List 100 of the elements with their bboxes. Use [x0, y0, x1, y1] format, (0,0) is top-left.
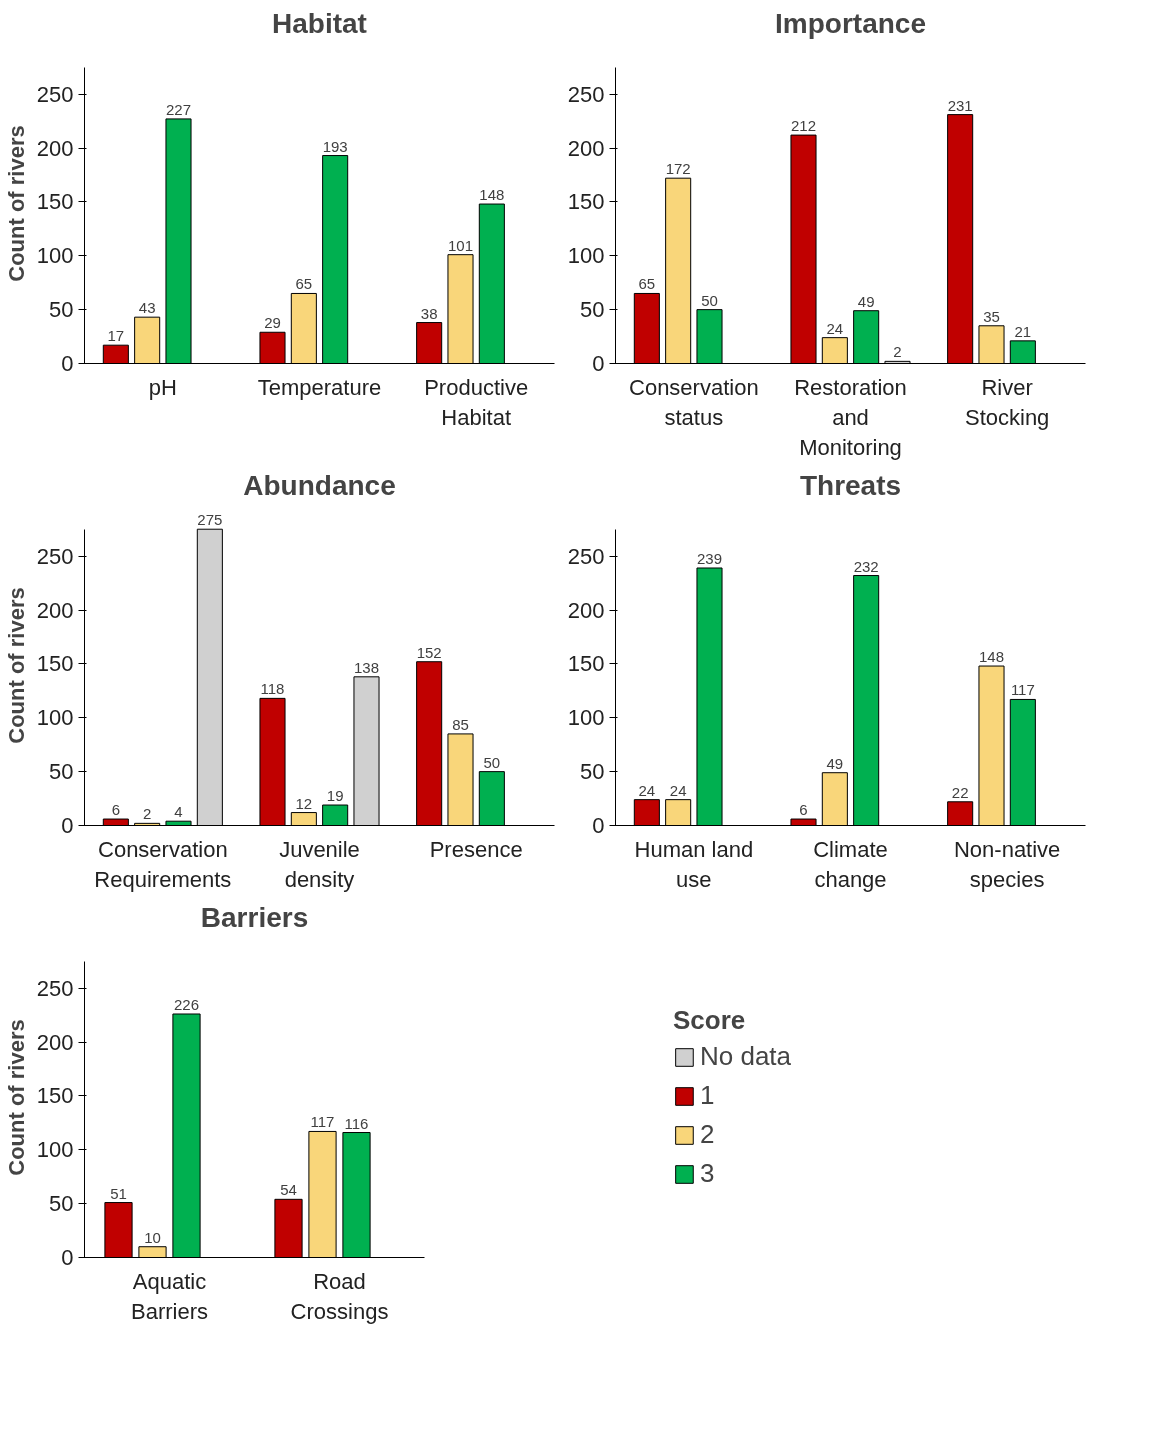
data-label: 24 — [638, 781, 656, 799]
y-tick-label: 250 — [36, 543, 74, 569]
y-tick-label: 50 — [49, 759, 74, 785]
data-label: 152 — [416, 643, 442, 661]
x-tick-label: Conservation status — [629, 374, 759, 430]
chart-title: Habitat — [272, 7, 367, 39]
data-label: 35 — [983, 307, 1000, 325]
y-tick-label: 100 — [567, 243, 605, 269]
x-tick-label: Aquatic Barriers — [130, 1268, 209, 1324]
data-label: 6 — [111, 801, 121, 819]
chart-title: Importance — [775, 7, 926, 39]
x-tick-label: Road Crossings — [290, 1268, 389, 1324]
legend-label: 3 — [699, 1158, 716, 1189]
data-label: 49 — [857, 292, 875, 310]
y-tick-label: 250 — [36, 975, 74, 1001]
y-tick-label: 150 — [36, 189, 74, 215]
y-tick-label: 250 — [567, 543, 605, 569]
chart-title: Abundance — [243, 469, 396, 501]
data-label: 227 — [165, 100, 192, 118]
data-label: 85 — [452, 715, 469, 733]
y-tick-label: 0 — [592, 813, 605, 838]
y-tick-label: 150 — [36, 651, 74, 677]
y-tick-label: 100 — [567, 705, 605, 731]
data-label: 10 — [144, 1228, 161, 1246]
y-axis-title: Count of rivers — [3, 125, 29, 282]
data-label: 231 — [947, 96, 973, 114]
data-label: 49 — [826, 754, 844, 772]
data-label: 212 — [790, 117, 817, 135]
data-label: 239 — [696, 549, 723, 567]
data-label: 22 — [951, 783, 969, 801]
data-label: 43 — [138, 299, 156, 317]
data-label: 118 — [260, 680, 285, 698]
data-label: 232 — [853, 557, 879, 575]
y-tick-label: 200 — [36, 1029, 74, 1055]
data-label: 65 — [295, 275, 313, 293]
y-tick-label: 0 — [61, 351, 74, 376]
y-tick-label: 150 — [567, 651, 605, 677]
legend-title: Score — [672, 1005, 747, 1036]
y-tick-label: 50 — [49, 297, 74, 323]
data-label: 148 — [479, 186, 505, 204]
data-label: 50 — [701, 291, 718, 309]
y-tick-label: 100 — [36, 243, 74, 269]
data-label: 38 — [420, 304, 438, 322]
data-label: 29 — [264, 314, 281, 332]
y-tick-label: 100 — [36, 1137, 74, 1163]
x-tick-label: Productive Habitat — [424, 374, 529, 430]
y-axis-title: Count of rivers — [3, 587, 29, 744]
data-label: 19 — [326, 787, 344, 805]
y-axis-title: Count of rivers — [3, 1019, 29, 1176]
data-label: 275 — [197, 511, 223, 529]
data-label: 24 — [826, 319, 844, 337]
y-tick-label: 0 — [61, 1245, 74, 1270]
y-tick-label: 200 — [36, 597, 74, 623]
chart-title: Barriers — [200, 901, 309, 933]
y-tick-label: 150 — [567, 189, 605, 215]
data-label: 116 — [344, 1114, 369, 1132]
x-tick-label: Climate change — [813, 836, 888, 892]
x-tick-label: Presence — [429, 836, 523, 862]
data-label: 193 — [322, 137, 348, 155]
y-tick-label: 150 — [36, 1083, 74, 1109]
x-tick-label: Human land use — [634, 836, 754, 892]
data-label: 65 — [638, 275, 656, 293]
x-tick-label: Non-native species — [953, 836, 1061, 892]
y-tick-label: 200 — [36, 135, 74, 161]
data-label: 4 — [174, 803, 183, 821]
data-label: 54 — [280, 1181, 297, 1199]
y-tick-label: 100 — [36, 705, 74, 731]
y-tick-label: 250 — [36, 81, 74, 107]
data-label: 172 — [665, 160, 691, 178]
data-label: 51 — [110, 1184, 127, 1202]
x-tick-label: Temperature — [257, 374, 382, 400]
x-tick-label: Restoration and Monitoring — [794, 374, 907, 460]
legend-label: No data — [699, 1041, 792, 1072]
data-label: 117 — [310, 1113, 335, 1131]
y-tick-label: 200 — [567, 597, 605, 623]
y-tick-label: 0 — [592, 351, 605, 376]
data-label: 2 — [143, 805, 152, 823]
data-label: 117 — [1010, 681, 1035, 699]
chart-title: Threats — [799, 469, 902, 501]
y-tick-label: 0 — [61, 813, 74, 838]
legend-label: 2 — [699, 1119, 716, 1150]
data-label: 138 — [353, 658, 380, 676]
y-tick-label: 50 — [580, 759, 605, 785]
data-label: 101 — [447, 236, 474, 254]
data-label: 50 — [483, 753, 501, 771]
legend-label: 1 — [699, 1080, 716, 1111]
data-label: 17 — [107, 327, 125, 345]
y-tick-label: 50 — [49, 1191, 74, 1217]
x-tick-label: Conservation Requirements — [94, 836, 232, 892]
data-label: 2 — [893, 343, 902, 361]
y-tick-label: 200 — [567, 135, 605, 161]
x-tick-label: Juvenile density — [279, 836, 360, 892]
x-tick-label: pH — [148, 374, 177, 400]
data-label: 21 — [1014, 322, 1032, 340]
y-tick-label: 50 — [580, 297, 605, 323]
data-label: 148 — [978, 648, 1005, 666]
data-label: 24 — [669, 781, 687, 799]
data-label: 6 — [799, 801, 808, 819]
y-tick-label: 250 — [567, 81, 605, 107]
data-label: 226 — [173, 996, 200, 1013]
